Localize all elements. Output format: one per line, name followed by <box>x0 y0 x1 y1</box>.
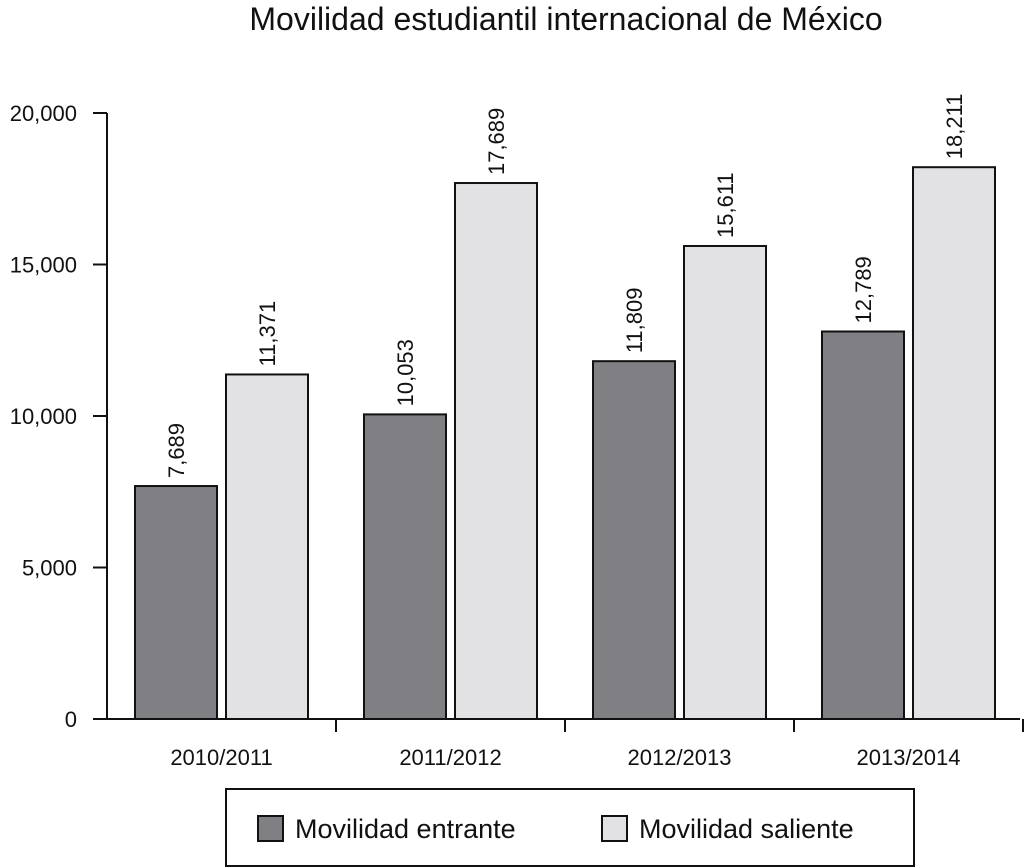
legend-swatch-entrante <box>257 815 284 842</box>
y-tick-label: 20,000 <box>10 101 77 126</box>
legend-box <box>225 788 915 867</box>
plot-area: 0 5,000 10,000 15,000 20,000 2010/2011 2011/20… <box>10 94 1024 770</box>
bar-saliente <box>912 166 996 720</box>
bar-entrante <box>592 360 676 720</box>
bar-entrante <box>363 413 447 720</box>
legend-label-entrante: Movilidad entrante <box>295 814 516 844</box>
x-tick-label: 2010/2011 <box>170 745 272 770</box>
bar-saliente <box>454 182 538 720</box>
y-tick-label: 0 <box>65 707 77 732</box>
bar-saliente <box>225 373 309 720</box>
data-label: 17,689 <box>484 108 509 175</box>
bar-entrante <box>134 485 218 720</box>
legend-label-saliente: Movilidad saliente <box>639 814 854 844</box>
y-tick-label: 5,000 <box>22 556 77 581</box>
data-label: 7,689 <box>164 423 189 478</box>
legend: Movilidad entrante Movilidad saliente <box>225 788 915 867</box>
data-label: 11,371 <box>255 301 280 367</box>
data-label: 18,211 <box>942 94 967 160</box>
data-label: 10,053 <box>393 339 418 406</box>
data-label: 15,611 <box>713 172 738 238</box>
x-tick-label: 2013/2014 <box>857 745 961 770</box>
chart-title: Movilidad estudiantil internacional de M… <box>249 1 882 37</box>
bar-entrante <box>821 330 905 720</box>
legend-swatch-saliente <box>601 815 628 842</box>
x-tick-label: 2012/2013 <box>628 745 732 770</box>
data-label: 12,789 <box>851 256 876 323</box>
data-label: 11,809 <box>622 288 647 354</box>
bar-saliente <box>683 244 767 720</box>
y-tick-label: 10,000 <box>10 404 77 429</box>
x-tick-label: 2011/2012 <box>399 745 501 770</box>
y-tick-label: 15,000 <box>10 253 77 278</box>
